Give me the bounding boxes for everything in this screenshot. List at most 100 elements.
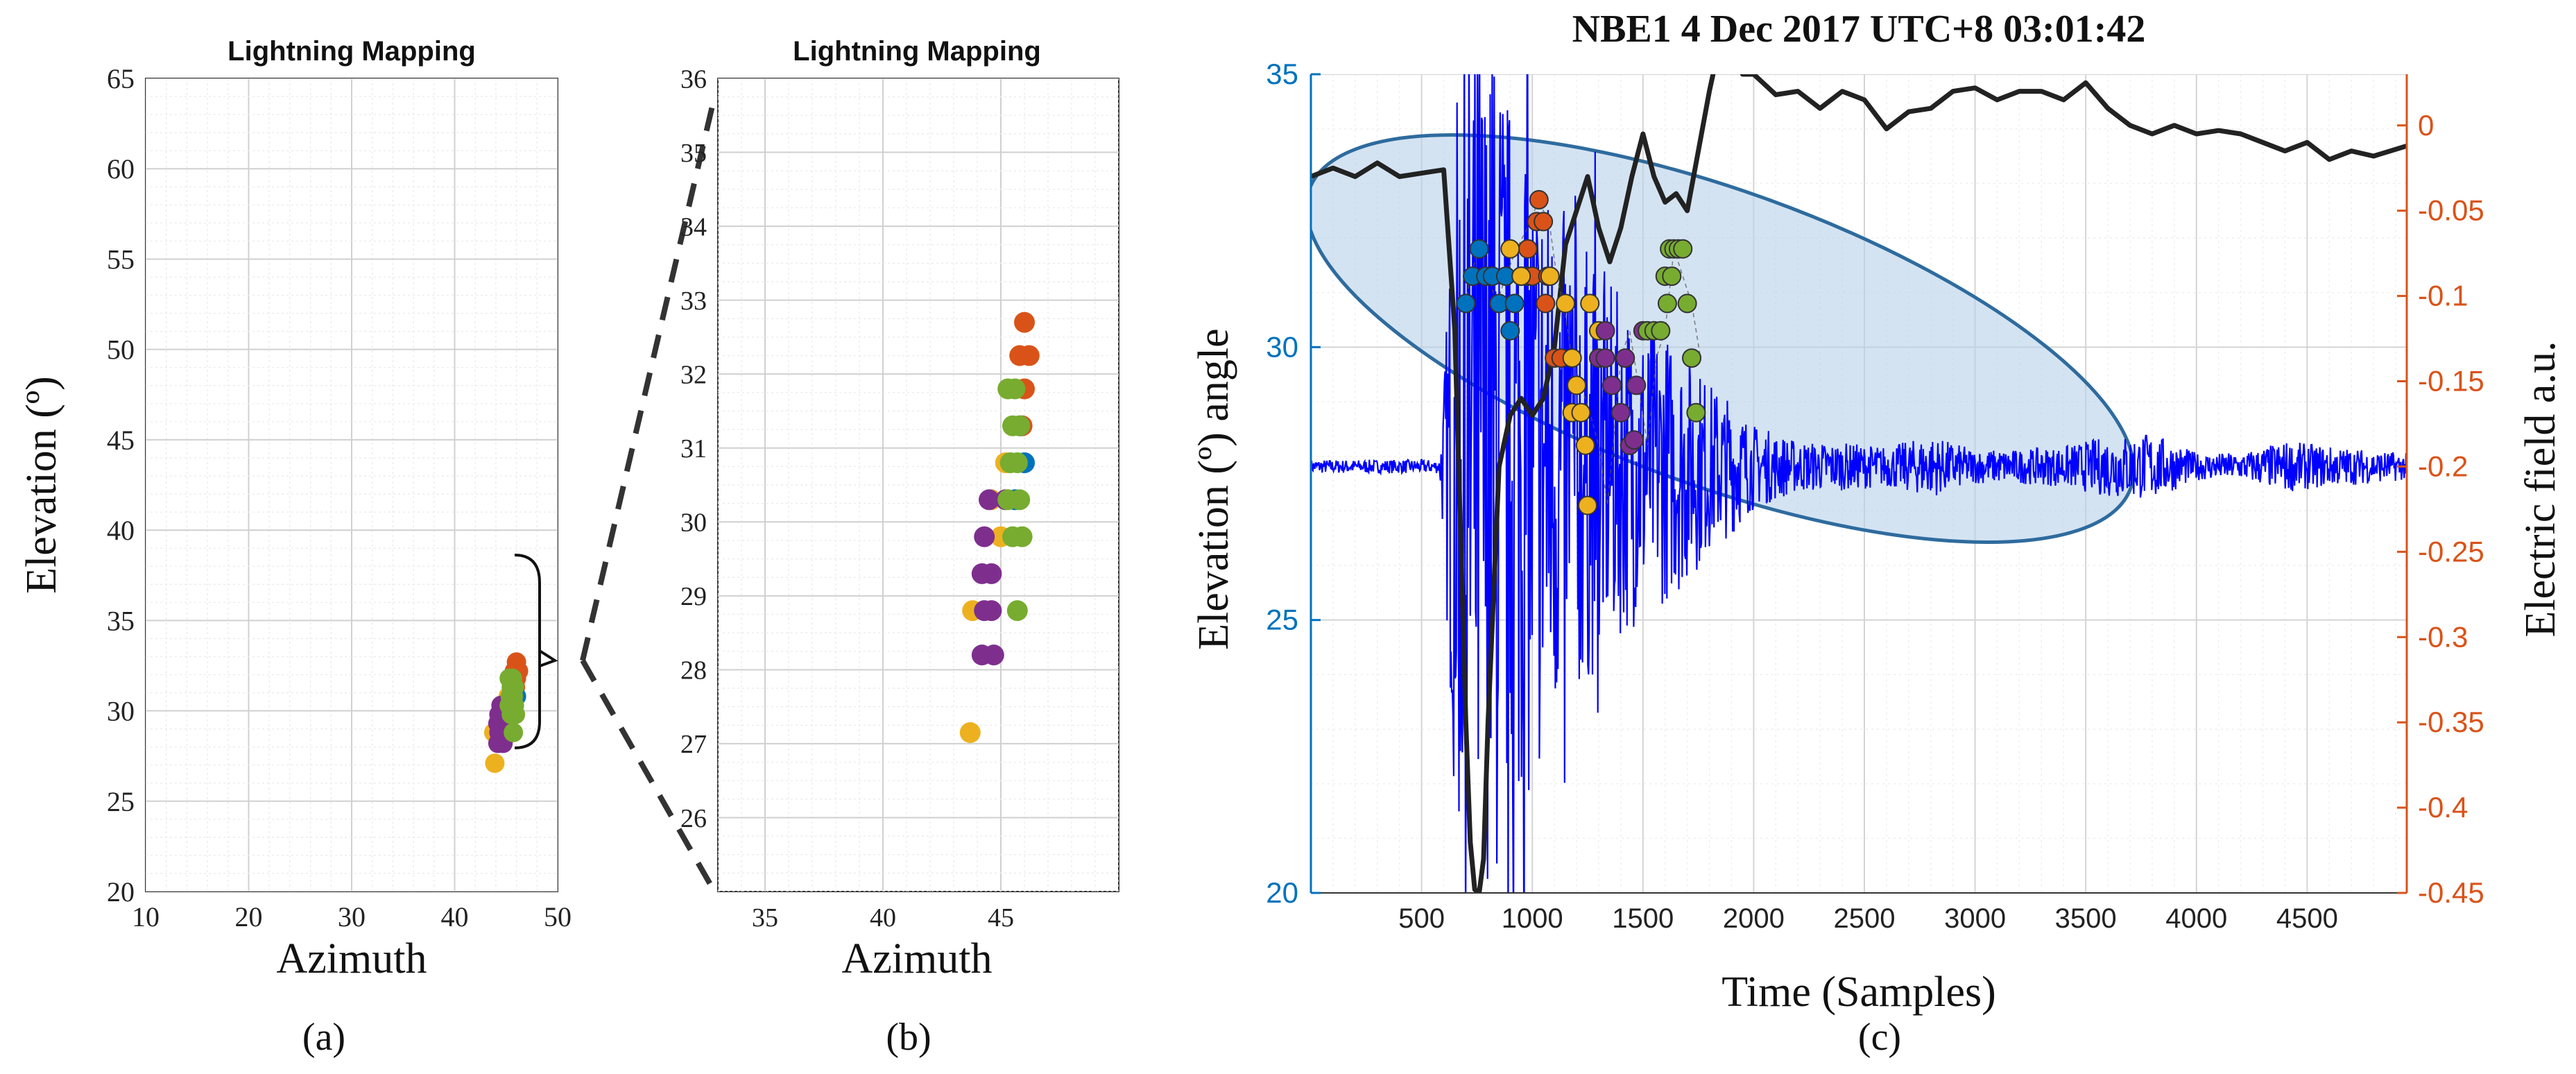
panel-a-bracket-pointer: [538, 649, 558, 667]
scatter-point: [1018, 345, 1040, 366]
scatter-point: [981, 563, 1002, 584]
y-tick-label: 26: [680, 804, 707, 833]
scatter-point: [1009, 415, 1031, 436]
y-tick-label: 50: [107, 334, 135, 366]
panel-c-ylabel-right: Electric field a.u.: [2517, 341, 2564, 638]
x-tick-label: 40: [441, 901, 469, 932]
x-tick-label: 2500: [1833, 903, 1895, 934]
highlight-ellipse: [1311, 133, 2136, 544]
mapping-point: [1595, 348, 1615, 368]
panel-b-grid: [718, 78, 1119, 892]
y-tick-label: 36: [680, 65, 707, 94]
mapping-point: [1682, 348, 1702, 368]
scatter-point: [1006, 452, 1028, 474]
x-tick-label: 45: [988, 903, 1014, 932]
x-tick-label: 10: [132, 901, 160, 932]
scatter-point: [1004, 378, 1026, 400]
mapping-point: [1624, 430, 1645, 450]
x-tick-label: 4500: [2276, 903, 2338, 934]
mapping-point: [1662, 266, 1682, 287]
y-tick-label-left: 30: [1266, 330, 1298, 363]
y-tick-label-right: -0.3: [2418, 620, 2468, 653]
mapping-point: [1556, 293, 1576, 314]
mapping-point: [1562, 348, 1582, 368]
y-tick-label-right: -0.35: [2418, 706, 2484, 738]
y-tick-label: 35: [680, 139, 707, 168]
panel-c-xlabel: Time (Samples): [1721, 969, 1996, 1016]
y-tick-label: 20: [107, 876, 135, 907]
mapping-point: [1651, 321, 1671, 341]
scatter-point: [979, 489, 999, 511]
panel-b-points: [959, 312, 1040, 743]
y-tick-label: 27: [680, 730, 707, 759]
x-tick-label: 1500: [1612, 903, 1674, 934]
y-tick-label: 45: [107, 425, 135, 456]
y-tick-label: 32: [680, 360, 707, 389]
panel-a-xlabel: Azimuth: [277, 935, 427, 982]
caption-b: (b): [886, 1016, 931, 1059]
scatter-point: [1011, 526, 1033, 547]
mapping-point: [1500, 239, 1520, 259]
mapping-point: [1504, 293, 1525, 314]
x-tick-label: 20: [235, 901, 263, 932]
mapping-point: [1469, 239, 1489, 259]
panel-c-title: NBE1 4 Dec 2017 UTC+8 03:01:42: [1572, 8, 2146, 51]
y-tick-label: 25: [107, 786, 135, 817]
x-tick-label: 3000: [1944, 903, 2006, 934]
mapping-point: [1534, 212, 1554, 232]
scatter-point: [485, 753, 505, 774]
mapping-point: [1518, 239, 1538, 259]
y-tick-label-right: -0.4: [2418, 791, 2468, 824]
x-tick-label: 35: [752, 903, 778, 932]
mapping-point: [1456, 293, 1476, 314]
mapping-point: [1673, 239, 1693, 259]
panel-b-xlabel: Azimuth: [842, 935, 993, 982]
y-tick-label: 33: [680, 287, 707, 316]
x-tick-label: 1000: [1502, 903, 1563, 934]
mapping-point: [1611, 402, 1631, 423]
y-tick-label-right: 0: [2418, 109, 2434, 142]
panel-c-ylabel-left: Elevation (º) angle: [1190, 328, 1237, 649]
mapping-point: [1511, 266, 1531, 287]
x-tick-label: 4000: [2165, 903, 2227, 934]
mapping-point: [1602, 375, 1622, 395]
scatter-point: [983, 645, 1004, 666]
panel-b: 35 40 45 26 27 28 29 30 31 32 33 34 35 36 Lightning M…: [680, 36, 1119, 1059]
panel-a-grid: [146, 78, 558, 892]
y-tick-label-right: -0.1: [2418, 280, 2468, 312]
mapping-point: [1567, 375, 1587, 395]
mapping-point: [1536, 293, 1556, 314]
mapping-point: [1677, 293, 1697, 314]
y-tick-label: 40: [107, 515, 135, 546]
electric-field-trace: [1311, 74, 2407, 893]
panel-b-title: Lightning Mapping: [793, 36, 1041, 67]
panel-c-traces: [1311, 74, 2407, 893]
x-tick-label: 2000: [1723, 903, 1785, 934]
y-tick-label-right: -0.05: [2418, 194, 2484, 227]
scatter-point: [981, 600, 1002, 622]
mapping-point: [1595, 321, 1615, 341]
y-tick-label: 28: [680, 656, 707, 685]
panel-c-tick-labels: 500 1000 1500 2000 2500 3000 3500 4000 4500 20 25 3…: [1266, 58, 2484, 934]
x-tick-label: 30: [338, 901, 366, 932]
zoom-connector-bottom: [580, 659, 717, 893]
mapping-point: [1571, 402, 1591, 423]
mapping-point: [1580, 293, 1600, 314]
mapping-point: [1577, 495, 1597, 515]
y-tick-label: 30: [107, 696, 135, 727]
y-tick-label: 30: [680, 509, 707, 538]
scatter-point: [1009, 489, 1031, 511]
y-tick-label: 65: [107, 63, 135, 94]
mapping-point: [1529, 189, 1549, 210]
mapping-point: [1575, 435, 1595, 455]
x-tick-label: 500: [1398, 903, 1445, 934]
y-tick-label: 31: [680, 434, 707, 463]
panel-b-tick-labels: 35 40 45 26 27 28 29 30 31 32 33 34 35 36: [680, 65, 1014, 932]
caption-c: (c): [1858, 1016, 1901, 1059]
scatter-point: [506, 704, 526, 724]
mapping-point: [1540, 266, 1560, 287]
y-tick-label-left: 20: [1266, 876, 1298, 909]
